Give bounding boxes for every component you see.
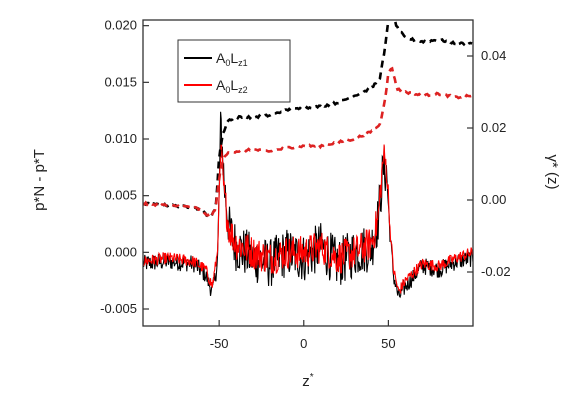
y-right-axis-title: γ* (z) [544, 155, 561, 190]
y-right-tick-label: -0.02 [481, 264, 511, 279]
series-line-3 [143, 66, 473, 220]
y-right-tick-label: 0.04 [481, 48, 506, 63]
x-axis-title-main: z [302, 373, 310, 390]
x-tick-label: -50 [210, 336, 229, 351]
y-left-tick-label: 0.000 [104, 244, 137, 259]
y-left-tick-label: 0.005 [104, 188, 137, 203]
legend-symbol: A [216, 77, 226, 93]
y-left-tick-label: 0.010 [104, 131, 137, 146]
x-tick-label: 50 [381, 336, 395, 351]
y-left-tick-label: 0.015 [104, 74, 137, 89]
legend-box [177, 39, 291, 103]
x-axis-title-star: * [310, 372, 314, 383]
legend-symbol: L [230, 77, 238, 93]
legend-label-red: A0Lz2 [216, 77, 248, 95]
y-right-tick-label: 0.02 [481, 120, 506, 135]
x-axis-title: z* [302, 372, 314, 390]
legend-subscript: z1 [238, 58, 248, 68]
y-left-tick-label: -0.005 [100, 301, 137, 316]
y-right-tick-label: 0.00 [481, 192, 506, 207]
legend-symbol: A [216, 50, 226, 66]
x-tick-label: 0 [300, 336, 307, 351]
legend-subscript: 0 [225, 58, 230, 68]
legend-subscript: z2 [238, 85, 248, 95]
legend-symbol: L [230, 50, 238, 66]
series-line-1 [143, 140, 473, 294]
y-left-tick-label: 0.020 [104, 18, 137, 33]
legend-label-black: A0Lz1 [216, 50, 248, 68]
legend: A0Lz1 A0Lz2 [177, 39, 291, 103]
legend-subscript: 0 [225, 85, 230, 95]
plot-frame [142, 19, 474, 327]
y-left-axis-title: p*N - p*T [31, 149, 48, 211]
